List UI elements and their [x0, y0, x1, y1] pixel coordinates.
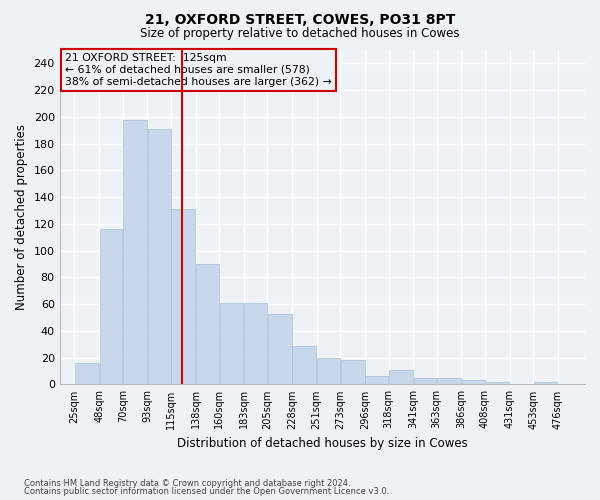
Bar [100, 230, 122, 384]
Bar [462, 380, 485, 384]
Text: 21, OXFORD STREET, COWES, PO31 8PT: 21, OXFORD STREET, COWES, PO31 8PT [145, 12, 455, 26]
Bar [437, 378, 461, 384]
X-axis label: Distribution of detached houses by size in Cowes: Distribution of detached houses by size … [177, 437, 468, 450]
Bar [75, 363, 98, 384]
Bar [123, 120, 147, 384]
Bar [220, 303, 244, 384]
Bar [268, 314, 292, 384]
Bar [389, 370, 413, 384]
Bar [292, 346, 316, 385]
Bar [148, 129, 170, 384]
Bar [244, 303, 267, 384]
Bar [413, 378, 436, 384]
Text: 21 OXFORD STREET:  125sqm
← 61% of detached houses are smaller (578)
38% of semi: 21 OXFORD STREET: 125sqm ← 61% of detach… [65, 54, 332, 86]
Bar [196, 264, 219, 384]
Bar [317, 358, 340, 384]
Bar [533, 382, 557, 384]
Bar [485, 382, 509, 384]
Text: Contains public sector information licensed under the Open Government Licence v3: Contains public sector information licen… [24, 487, 389, 496]
Bar [365, 376, 388, 384]
Y-axis label: Number of detached properties: Number of detached properties [15, 124, 28, 310]
Text: Contains HM Land Registry data © Crown copyright and database right 2024.: Contains HM Land Registry data © Crown c… [24, 478, 350, 488]
Bar [172, 209, 195, 384]
Bar [341, 360, 365, 384]
Text: Size of property relative to detached houses in Cowes: Size of property relative to detached ho… [140, 28, 460, 40]
